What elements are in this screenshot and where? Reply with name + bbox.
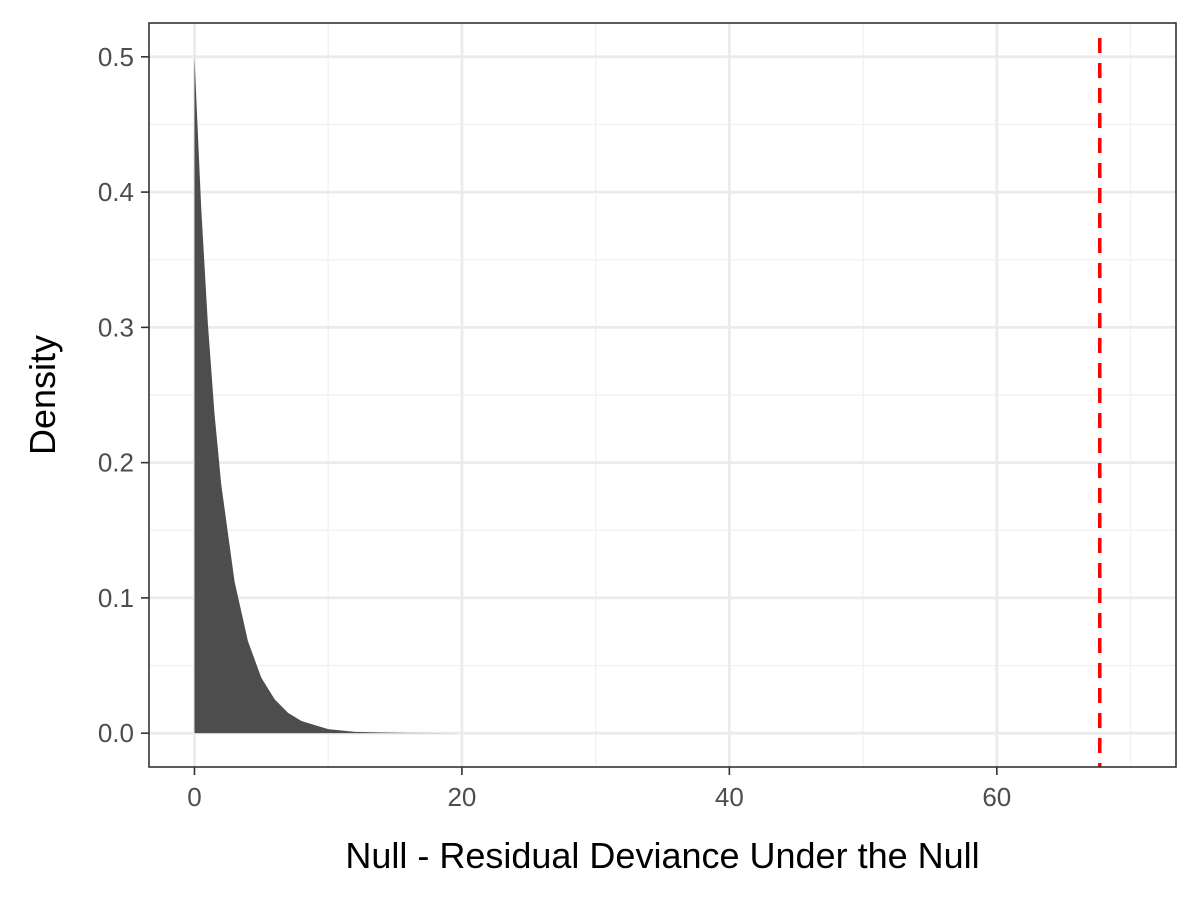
y-axis: 0.0 0.1 0.2 0.3 0.4 0.5	[98, 42, 149, 748]
x-tick-label-0: 0	[187, 782, 201, 812]
x-tick-label-2: 40	[715, 782, 744, 812]
grid-major	[149, 23, 1176, 767]
y-tick-label-2: 0.2	[98, 448, 134, 478]
x-tick-label-3: 60	[982, 782, 1011, 812]
y-axis-title: Density	[22, 335, 63, 455]
panel-border	[148, 22, 1177, 768]
y-tick-label-4: 0.4	[98, 177, 134, 207]
y-tick-label-1: 0.1	[98, 583, 134, 613]
y-tick-label-3: 0.3	[98, 312, 134, 342]
grid-minor	[149, 23, 1176, 767]
x-axis-title: Null - Residual Deviance Under the Null	[345, 835, 979, 876]
density-area	[194, 56, 462, 734]
y-tick-label-0: 0.0	[98, 718, 134, 748]
x-axis: 0 20 40 60	[187, 767, 1011, 812]
x-tick-label-1: 20	[447, 782, 476, 812]
y-tick-label-5: 0.5	[98, 42, 134, 72]
